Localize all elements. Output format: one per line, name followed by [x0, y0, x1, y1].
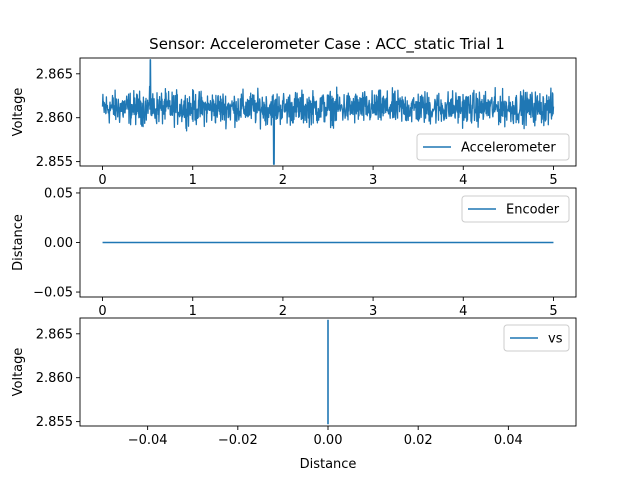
axes-frame	[79, 57, 577, 167]
plot-area	[101, 59, 555, 165]
x-axis-label: Distance	[300, 457, 357, 472]
x-tick-label: −0.04	[128, 433, 168, 448]
chart-title: Sensor: Accelerometer Case : ACC_static …	[149, 35, 505, 54]
y-tick-label: 2.855	[36, 155, 73, 170]
subplot-1: 0 1 2 3 4 5 2.855 2.860 2.865 Voltage Acceleromete…	[11, 57, 577, 188]
x-tick-label: 0.02	[404, 433, 433, 448]
legend-label: vs	[548, 332, 563, 347]
y-tick-label: 2.860	[36, 371, 73, 386]
y-axis-label: Voltage	[11, 88, 26, 137]
x-tick-label: 1	[189, 173, 197, 188]
x-tick-label: 1	[189, 304, 197, 319]
y-tick-label: 2.865	[36, 67, 73, 82]
series-line	[101, 59, 555, 165]
x-tick-label: 3	[369, 173, 377, 188]
legend-label: Accelerometer	[461, 141, 556, 156]
x-tick-label: 5	[549, 304, 557, 319]
y-tick-label: 2.855	[36, 415, 73, 430]
x-tick-label: 4	[459, 173, 467, 188]
legend-box	[416, 133, 570, 161]
x-tick-label: 4	[459, 304, 467, 319]
subplot-2: 0 1 2 3 4 5 −0.05 0.00 0.05 Distance Encoder	[11, 186, 577, 319]
legend: Encoder	[461, 195, 570, 223]
y-axis-label: Distance	[11, 214, 26, 271]
x-tick-label: 0.00	[314, 433, 343, 448]
x-tick-label: 2	[279, 173, 287, 188]
y-tick-label: 2.865	[36, 327, 73, 342]
x-tick-label: 0.04	[494, 433, 523, 448]
x-tick-label: 3	[369, 304, 377, 319]
legend-label: Encoder	[506, 203, 560, 218]
x-tick-label: 2	[279, 304, 287, 319]
x-tick-label: 0	[98, 173, 106, 188]
y-tick-label: 2.860	[36, 111, 73, 126]
legend: Accelerometer	[416, 133, 570, 161]
x-tick-label: −0.02	[218, 433, 258, 448]
x-tick-label: 5	[549, 173, 557, 188]
y-tick-label: −0.05	[33, 286, 73, 301]
legend-box	[461, 195, 570, 223]
legend: vs	[503, 324, 570, 352]
y-axis-label: Voltage	[11, 348, 26, 397]
x-tick-label: 0	[98, 304, 106, 319]
y-tick-label: 0.05	[44, 186, 73, 201]
y-tick-label: 0.00	[44, 236, 73, 251]
subplot-3: −0.04 −0.02 0.00 0.02 0.04 2.855 2.860 2.865 Vol…	[11, 317, 577, 472]
